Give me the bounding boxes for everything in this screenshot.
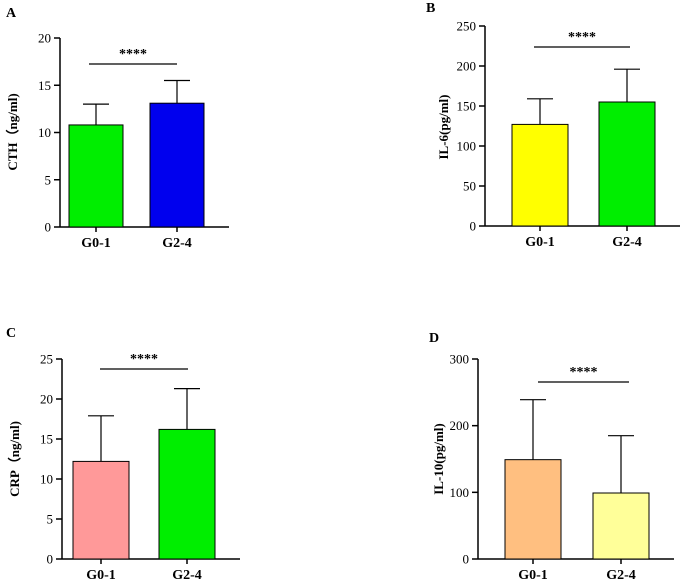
y-tick-label: 300 <box>450 352 470 367</box>
y-axis-label: CTH（ng/ml) <box>5 93 20 170</box>
x-tick-label: G2-4 <box>612 235 642 250</box>
y-tick-label: 150 <box>457 99 477 114</box>
bar-g0-1 <box>68 124 124 228</box>
y-tick-label: 5 <box>45 172 52 187</box>
x-tick-label: G0-1 <box>86 568 116 581</box>
significance-stars: **** <box>568 30 596 45</box>
y-tick-label: 200 <box>450 418 470 433</box>
y-tick-label: 0 <box>45 220 52 235</box>
x-tick-label: G2-4 <box>172 568 202 581</box>
bar-g2-4 <box>158 428 216 560</box>
panel-b: B 0 50 100 150 200 250 IL-6(pg/ml) G0-1 G2-4 **** <box>426 1 680 250</box>
y-tick-label: 25 <box>40 352 53 367</box>
x-tick-label: G0-1 <box>81 236 111 251</box>
panel-a: A 0 5 10 15 20 CTH（ng/ml) G0-1 G2-4 **** <box>5 6 229 251</box>
y-axis-label: IL-6(pg/ml) <box>436 95 451 160</box>
x-tick-label: G0-1 <box>525 235 555 250</box>
panel-c: C 0 5 10 15 20 25 CRP（ng/ml) G0-1 G2-4 **** <box>6 326 240 581</box>
y-axis-label: CRP（ng/ml) <box>7 421 22 497</box>
panel-d: D 0 100 200 300 IL-10(pg/ml) G0-1 G2-4 **** <box>429 331 674 581</box>
x-tick-label: G2-4 <box>162 236 192 251</box>
y-axis-label: IL-10(pg/ml) <box>431 423 446 495</box>
y-tick-label: 250 <box>457 19 477 34</box>
y-tick-label: 10 <box>38 125 51 140</box>
bar-g0-1 <box>504 459 562 560</box>
y-tick-label: 100 <box>450 485 470 500</box>
y-tick-label: 10 <box>40 472 53 487</box>
bar-g0-1 <box>72 460 130 560</box>
y-tick-label: 0 <box>470 219 477 234</box>
bar-g2-4 <box>149 102 205 228</box>
y-tick-label: 50 <box>463 179 476 194</box>
bar-g0-1 <box>511 123 569 227</box>
significance-stars: **** <box>130 352 158 367</box>
y-tick-label: 20 <box>38 31 51 46</box>
y-tick-label: 0 <box>463 552 470 567</box>
panel-label: B <box>426 1 435 16</box>
y-tick-label: 20 <box>40 392 53 407</box>
y-tick-label: 15 <box>38 78 51 93</box>
panel-label: C <box>6 326 16 341</box>
significance-stars: **** <box>570 365 598 380</box>
y-tick-label: 5 <box>47 512 54 527</box>
y-tick-label: 200 <box>457 59 477 74</box>
y-tick-label: 0 <box>47 552 54 567</box>
significance-stars: **** <box>119 47 147 62</box>
panel-label: D <box>429 331 439 346</box>
x-tick-label: G0-1 <box>518 568 548 581</box>
bar-g2-4 <box>598 101 656 227</box>
x-tick-label: G2-4 <box>606 568 636 581</box>
y-tick-label: 15 <box>40 432 53 447</box>
bar-g2-4 <box>592 492 650 560</box>
panel-label: A <box>6 6 17 21</box>
y-tick-label: 100 <box>457 139 477 154</box>
